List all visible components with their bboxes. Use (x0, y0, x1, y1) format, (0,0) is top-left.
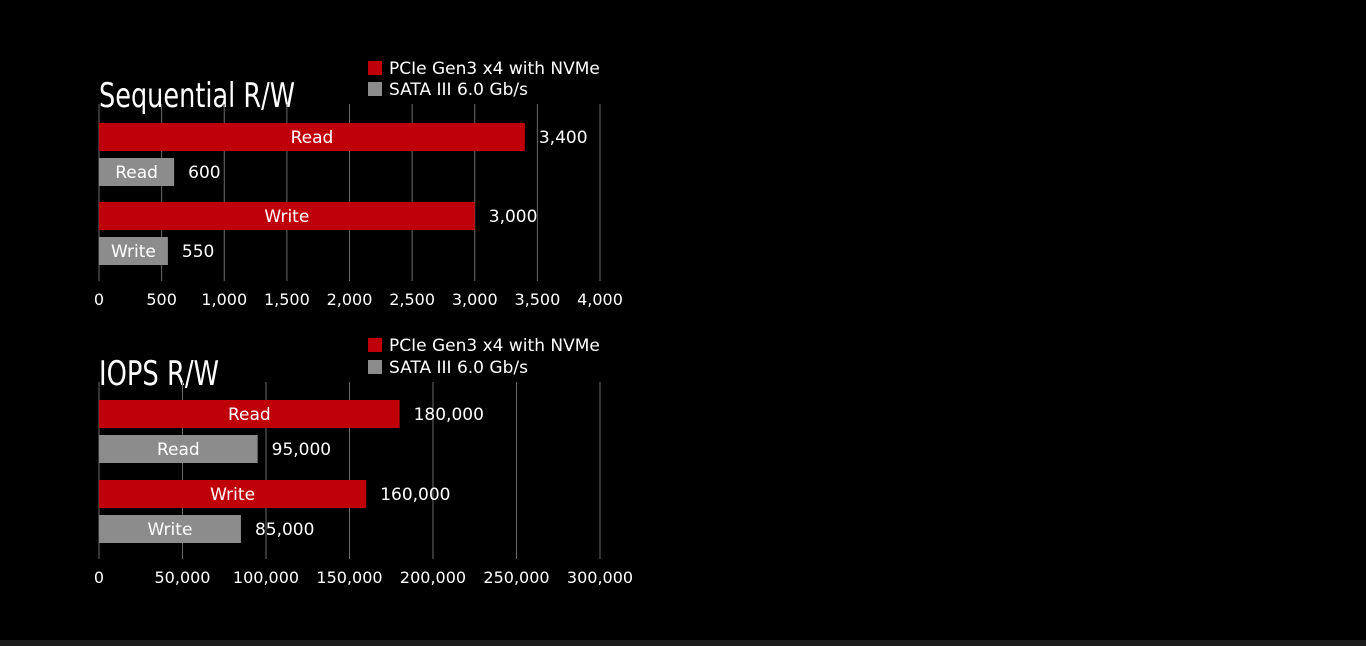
legend-label: PCIe Gen3 x4 with NVMe (389, 59, 600, 79)
bar-label: Read (157, 440, 200, 460)
bar-label: Read (115, 163, 158, 183)
bar-nvme-write (99, 480, 367, 508)
tick-label: 50,000 (155, 568, 211, 587)
data-label: 600 (188, 163, 220, 183)
tick-label: 3,500 (514, 290, 560, 309)
legend-swatch (368, 360, 382, 374)
chart-title: Sequential R/W (99, 76, 295, 116)
tick-label: 200,000 (400, 568, 466, 587)
legend-label: SATA III 6.0 Gb/s (389, 80, 528, 100)
legend-swatch (368, 82, 382, 96)
chart-panel-1: Sequential R/W PCIe Gen3 x4 with NVMeSATA… (94, 59, 623, 309)
bar-nvme-read (99, 123, 525, 151)
chart-title: IOPS R/W (99, 354, 219, 394)
tick-label: 150,000 (316, 568, 382, 587)
data-label: 160,000 (380, 485, 450, 505)
tick-label: 0 (94, 568, 104, 587)
tick-label: 3,000 (452, 290, 498, 309)
tick-label: 0 (94, 290, 104, 309)
bar-sata-write (99, 237, 168, 265)
data-label: 95,000 (272, 440, 331, 460)
data-label: 180,000 (414, 405, 484, 425)
bottom-strip (0, 640, 1366, 646)
bar-sata-read (99, 158, 175, 186)
bar-nvme-read (99, 400, 400, 428)
legend-label: PCIe Gen3 x4 with NVMe (389, 336, 600, 356)
legend-label: SATA III 6.0 Gb/s (389, 358, 528, 378)
tick-label: 4,000 (577, 290, 623, 309)
tick-label: 100,000 (233, 568, 299, 587)
tick-label: 2,500 (389, 290, 435, 309)
bar-sata-write (99, 515, 241, 543)
tick-label: 1,000 (201, 290, 247, 309)
tick-label: 250,000 (483, 568, 549, 587)
legend-swatch (368, 61, 382, 75)
data-label: 3,000 (489, 207, 538, 227)
tick-label: 300,000 (567, 568, 633, 587)
tick-label: 1,500 (264, 290, 310, 309)
bar-label: Read (291, 128, 334, 148)
bar-sata-read (99, 435, 258, 463)
bar-label: Write (148, 520, 193, 540)
bar-label: Write (111, 242, 156, 262)
bar-label: Write (264, 207, 309, 227)
bar-label: Read (228, 405, 271, 425)
legend-swatch (368, 338, 382, 352)
data-label: 550 (182, 242, 214, 262)
tick-label: 2,000 (327, 290, 373, 309)
data-label: 85,000 (255, 520, 314, 540)
data-label: 3,400 (539, 128, 588, 148)
bar-nvme-write (99, 202, 475, 230)
bar-label: Write (210, 485, 255, 505)
tick-label: 500 (146, 290, 177, 309)
